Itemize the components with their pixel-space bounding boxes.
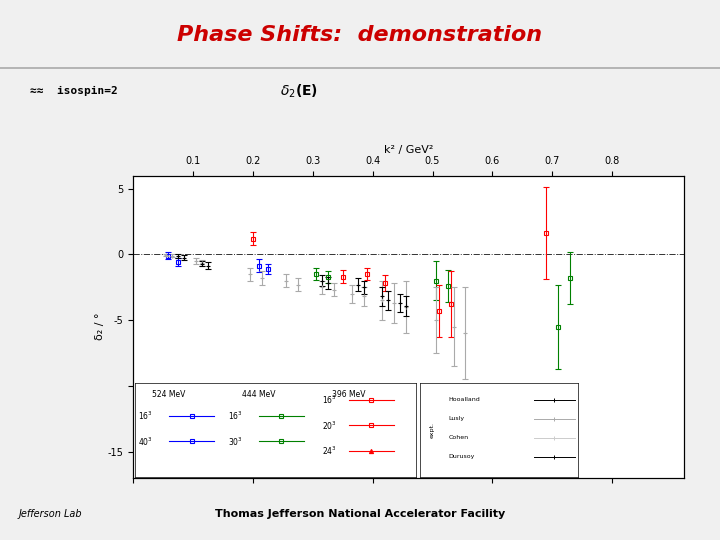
Text: Phase Shifts:  demonstration: Phase Shifts: demonstration [177,25,543,45]
Text: 396 MeV: 396 MeV [332,390,366,399]
Text: 16$^3$: 16$^3$ [228,410,243,422]
Text: ≈≈  isospin=2: ≈≈ isospin=2 [30,86,117,96]
X-axis label: k² / GeV²: k² / GeV² [384,145,433,155]
Text: 16$^3$: 16$^3$ [138,410,153,422]
Text: expt.: expt. [430,422,435,438]
Text: 40$^3$: 40$^3$ [138,435,153,448]
Text: Thomas Jefferson National Accelerator Facility: Thomas Jefferson National Accelerator Fa… [215,509,505,519]
Text: 24$^3$: 24$^3$ [322,445,337,457]
Text: Cohen: Cohen [449,435,469,440]
Y-axis label: δ₂ / °: δ₂ / ° [95,313,105,340]
Text: 524 MeV: 524 MeV [152,390,186,399]
Text: Jefferson Lab: Jefferson Lab [19,509,82,519]
Text: Hooalland: Hooalland [449,397,480,402]
Text: Lusly: Lusly [449,416,464,421]
Text: 20$^3$: 20$^3$ [322,419,337,431]
Text: 30$^3$: 30$^3$ [228,435,243,448]
Text: 444 MeV: 444 MeV [242,390,276,399]
Text: Durusoy: Durusoy [449,454,474,459]
Text: 16$^3$: 16$^3$ [322,394,337,406]
Text: $\delta_2$(E): $\delta_2$(E) [280,83,318,100]
